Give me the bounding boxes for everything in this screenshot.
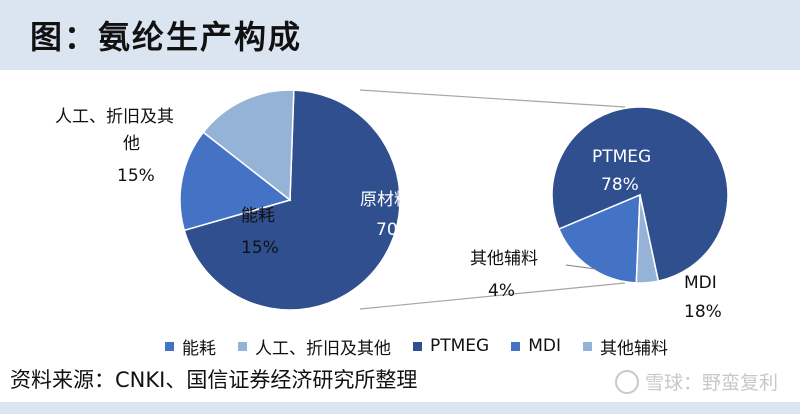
legend-label-energy: 能耗 — [182, 338, 216, 359]
label-energy: 能耗 — [241, 206, 275, 226]
secondary-pie-slice-0 — [551, 106, 729, 282]
legend-label-mdi: MDI — [528, 336, 561, 356]
legend-item-mdi: MDI — [511, 336, 561, 356]
legend-swatch-labor — [238, 341, 247, 351]
legend-swatch-ptmeg — [413, 341, 422, 351]
label-raw-pct: 70% — [376, 220, 414, 240]
label-raw: 原材料 — [360, 190, 411, 210]
chart-title: 图：氨纶生产构成 — [30, 18, 303, 56]
label-mdi: MDI — [684, 273, 717, 293]
source-note: 资料来源：CNKI、国信证券经济研究所整理 — [10, 368, 418, 392]
secondary-pie-slice-1 — [557, 193, 641, 284]
main-pie — [179, 89, 401, 311]
label-labor-line1: 人工、折旧及其 — [55, 107, 174, 127]
legend-label-labor: 人工、折旧及其他 — [255, 338, 391, 359]
legend-item-energy: 能耗 — [165, 334, 216, 359]
connector-line-top — [359, 89, 626, 108]
label-mdi-pct: 18% — [684, 302, 722, 322]
secondary-pie — [551, 106, 729, 284]
main-pie-slice-2 — [202, 89, 295, 202]
main-pie-slice-1 — [179, 131, 292, 232]
label-aux-pct: 4% — [488, 281, 515, 301]
snowball-logo-icon — [614, 369, 639, 394]
label-labor-line2: 他 — [123, 134, 140, 154]
connector-line-bottom — [359, 282, 626, 310]
watermark-text: 雪球：野蛮复利 — [644, 372, 778, 394]
legend-item-labor: 人工、折旧及其他 — [238, 334, 391, 359]
secondary-pie-slice-2 — [635, 194, 660, 284]
title-bar: 图：氨纶生产构成 — [0, 0, 800, 70]
label-energy-pct: 15% — [241, 238, 279, 258]
legend-label-aux: 其他辅料 — [600, 338, 668, 359]
legend-swatch-aux — [583, 341, 592, 351]
label-ptmeg: PTMEG — [592, 147, 651, 167]
watermark: 雪球：野蛮复利 — [614, 368, 778, 395]
legend-item-aux: 其他辅料 — [583, 334, 668, 359]
legend-label-ptmeg: PTMEG — [430, 336, 490, 356]
label-aux: 其他辅料 — [470, 249, 538, 269]
main-pie-slice-0 — [183, 89, 401, 311]
legend-swatch-mdi — [511, 341, 521, 351]
legend-item-ptmeg: PTMEG — [413, 336, 489, 356]
label-ptmeg-pct: 78% — [601, 175, 639, 195]
aux-leader-line — [565, 264, 597, 270]
bottom-rule — [0, 402, 800, 414]
chart-legend: 能耗 人工、折旧及其他 PTMEG MDI 其他辅料 — [165, 333, 690, 359]
legend-swatch-energy — [165, 341, 174, 351]
pie-of-pie-chart: 人工、折旧及其 他 15% 能耗 15% 原材料 70% PTMEG 78% 其… — [55, 89, 729, 322]
label-labor-pct: 15% — [117, 166, 155, 186]
